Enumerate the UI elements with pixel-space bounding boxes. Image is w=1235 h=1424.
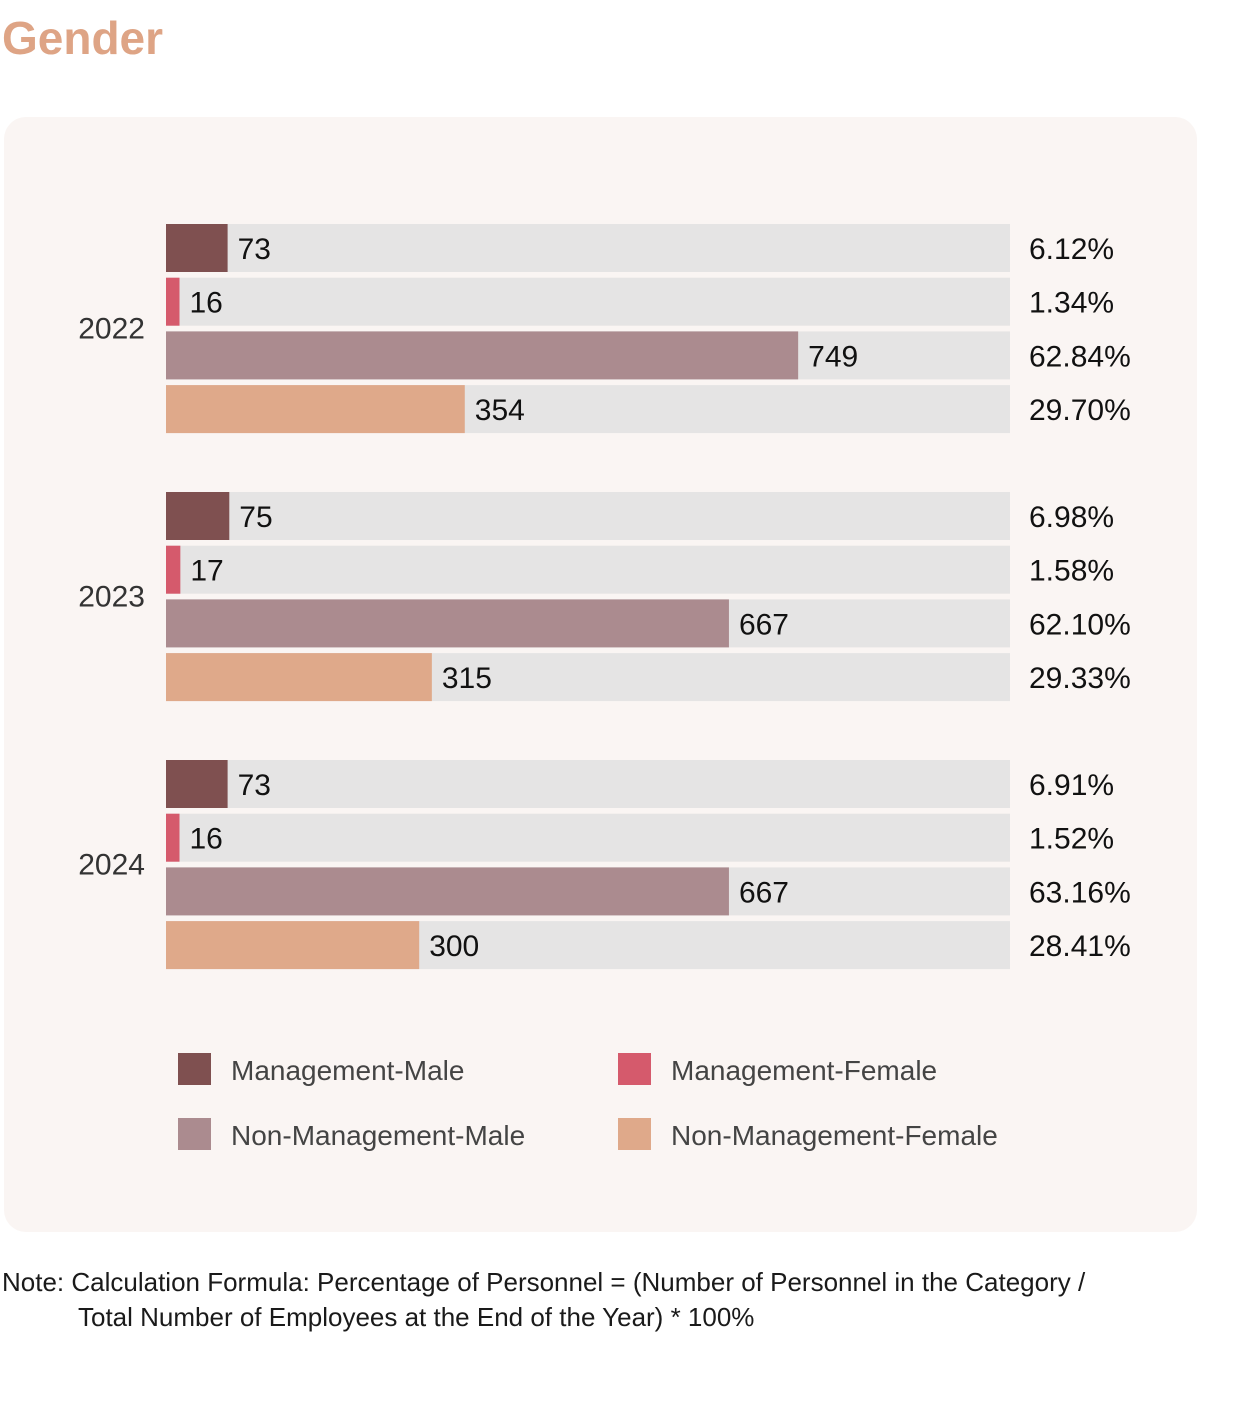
footnote: Note: Calculation Formula: Percentage of… — [2, 1265, 1227, 1335]
bar-management-male — [166, 492, 230, 540]
footnote-line-1: Note: Calculation Formula: Percentage of… — [2, 1267, 1086, 1297]
bar-management-male — [166, 760, 228, 808]
bar-management-male — [166, 224, 228, 272]
year-label: 2022 — [78, 313, 145, 346]
bar-track — [166, 277, 1010, 326]
bar-percent-label: 62.10% — [1029, 608, 1131, 641]
footnote-line-2: Total Number of Employees at the End of … — [78, 1302, 755, 1332]
bar-percent-label: 63.16% — [1029, 876, 1131, 909]
bar-value-label: 73 — [238, 769, 271, 802]
bar-non-management-female — [166, 653, 432, 702]
year-label: 2024 — [78, 849, 145, 882]
bar-track — [166, 760, 1010, 808]
bar-percent-label: 1.58% — [1029, 555, 1114, 588]
bar-value-label: 315 — [442, 662, 492, 695]
year-label: 2023 — [78, 581, 145, 614]
bar-value-label: 16 — [190, 823, 223, 856]
legend-swatch — [178, 1118, 211, 1150]
legend-label: Management-Male — [231, 1055, 464, 1086]
bar-management-female — [166, 813, 180, 862]
bar-percent-label: 29.33% — [1029, 662, 1131, 695]
bar-percent-label: 29.70% — [1029, 394, 1131, 427]
bar-percent-label: 28.41% — [1029, 930, 1131, 963]
bar-percent-label: 62.84% — [1029, 340, 1131, 373]
bar-value-label: 667 — [739, 876, 789, 909]
page-title: Gender — [2, 12, 164, 64]
bar-track — [166, 224, 1010, 272]
legend-label: Non-Management-Male — [231, 1120, 525, 1151]
bar-value-label: 354 — [475, 394, 525, 427]
bar-track — [166, 545, 1010, 594]
bar-value-label: 73 — [238, 233, 271, 266]
legend-label: Non-Management-Female — [671, 1120, 998, 1151]
bar-percent-label: 1.34% — [1029, 287, 1114, 320]
bar-track — [166, 813, 1010, 862]
bar-value-label: 667 — [739, 608, 789, 641]
bar-percent-label: 1.52% — [1029, 823, 1114, 856]
bar-value-label: 75 — [239, 501, 272, 534]
bar-track — [166, 492, 1010, 540]
legend-label: Management-Female — [671, 1055, 937, 1086]
legend-swatch — [178, 1053, 211, 1085]
bar-non-management-male — [166, 867, 729, 916]
bar-management-female — [166, 545, 181, 594]
bar-value-label: 300 — [429, 930, 479, 963]
bar-non-management-female — [166, 921, 420, 970]
bar-value-label: 749 — [808, 340, 858, 373]
bar-management-female — [166, 277, 180, 326]
legend-swatch — [618, 1118, 651, 1150]
bar-percent-label: 6.91% — [1029, 769, 1114, 802]
legend-swatch — [618, 1053, 651, 1085]
bar-percent-label: 6.98% — [1029, 501, 1114, 534]
bar-non-management-male — [166, 331, 799, 380]
bar-value-label: 17 — [190, 555, 223, 588]
bar-value-label: 16 — [190, 287, 223, 320]
bar-non-management-male — [166, 599, 729, 648]
bar-non-management-female — [166, 385, 465, 434]
bar-percent-label: 6.12% — [1029, 233, 1114, 266]
